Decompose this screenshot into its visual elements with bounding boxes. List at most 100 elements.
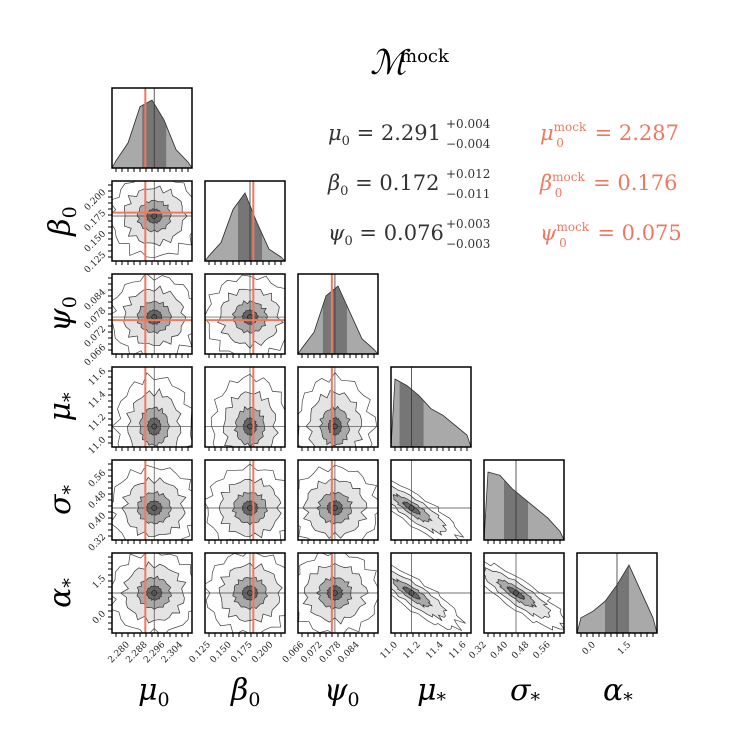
xtick-label: 0.40 xyxy=(489,640,510,661)
stat-mock-0: μmock 0 = 2.287 xyxy=(540,120,679,150)
stat-mock-1: βmock 0 = 0.176 xyxy=(539,170,677,200)
marginal-curve-0 xyxy=(115,99,189,163)
stat-2: ψ0 = 0.076 xyxy=(328,221,444,249)
ylabel-3: μ* xyxy=(43,392,81,422)
median-point-5-4 xyxy=(513,590,519,596)
xtick-label: 11.2 xyxy=(402,640,423,661)
xlabel-1: β0 xyxy=(230,673,260,711)
ylabel-sub-3: * xyxy=(59,392,81,402)
xlabel-sub-3: * xyxy=(437,689,447,711)
panel-1-1 xyxy=(204,180,286,265)
xlabel-sub-0: 0 xyxy=(158,689,170,711)
xtick-label: 11.4 xyxy=(424,640,445,661)
panel-3-2 xyxy=(297,366,379,451)
stat-plus-2: +0.003 xyxy=(446,217,490,231)
xtick-label: 0.150 xyxy=(208,640,233,665)
ytick-label: 0.40 xyxy=(87,511,108,532)
marginal-curve-4 xyxy=(487,471,561,532)
panel-4-1 xyxy=(204,459,286,544)
ytick-label: 0.56 xyxy=(87,468,108,489)
xlabel-sub-2: 0 xyxy=(348,689,360,711)
ylabel-4: σ* xyxy=(43,485,81,515)
ylabel-2: ψ0 xyxy=(43,296,81,332)
xtick-label: 0.0 xyxy=(581,640,598,657)
title-sup: mock xyxy=(400,46,450,67)
marginal-mask-0 xyxy=(112,88,192,162)
stat-plus-0: +0.004 xyxy=(446,117,491,131)
stat-minus-0: −0.004 xyxy=(446,137,491,151)
panel-0-0 xyxy=(111,87,193,172)
figure-title: ℳ mock xyxy=(370,43,450,83)
panel-5-3: 11.0 11.2 11.4 11.6 xyxy=(379,552,472,661)
marginal-mask-2 xyxy=(298,274,378,350)
axis-labels: μ0 β0 β0 ψ0 ψ0 μ* μ* σ* σ* α* α* xyxy=(43,206,633,711)
ytick-label: 0.175 xyxy=(83,208,108,233)
marginal-mask-3 xyxy=(391,367,471,436)
ytick-label: 0.125 xyxy=(83,250,108,275)
contour-outer-5-4 xyxy=(484,560,564,631)
xtick-label: 0.56 xyxy=(532,640,553,661)
marginal-mask-5 xyxy=(577,553,657,618)
ytick-label: 0.32 xyxy=(87,532,108,553)
median-point-3-0 xyxy=(151,423,158,430)
corner-panels: 0.1250.1500.1750.2000.0660.0720.0780.084… xyxy=(83,87,658,665)
xlabel-0: μ0 xyxy=(138,673,170,711)
ylabel-sub-5: * xyxy=(59,578,81,588)
xlabel-sub-4: * xyxy=(530,689,540,711)
stat-plus-1: +0.012 xyxy=(446,167,490,181)
contour-outer-2-1 xyxy=(205,274,285,354)
marginal-mask-1 xyxy=(205,181,285,257)
stat-minus-2: −0.003 xyxy=(446,237,490,251)
ytick-label: 11.6 xyxy=(87,366,108,387)
xlabel-sub-1: 0 xyxy=(248,689,260,711)
ytick-label: 0.200 xyxy=(83,188,108,213)
panel-4-2 xyxy=(297,459,379,544)
stat-minus-1: −0.011 xyxy=(446,187,490,201)
contour-outer-5-0 xyxy=(112,553,192,633)
panel-3-3 xyxy=(390,366,472,451)
parameter-stats: μ0 = 2.291 +0.004 −0.004 μmock 0 = 2.287 β0 =… xyxy=(327,117,682,251)
panel-3-0: 11.011.211.411.6 xyxy=(87,366,193,456)
xtick-label: 0.32 xyxy=(468,640,489,661)
marginal-curve-3 xyxy=(394,378,468,436)
ylabel-1: β0 xyxy=(43,206,81,236)
ytick-label: 0.084 xyxy=(83,287,108,312)
panel-4-4 xyxy=(483,459,565,544)
panel-2-1 xyxy=(204,273,286,358)
contour-outer-1-0 xyxy=(112,181,192,259)
xtick-label: 0.175 xyxy=(229,640,254,665)
ytick-label: 0.0 xyxy=(91,609,108,626)
contour-outer-5-3 xyxy=(391,564,466,632)
panel-4-3 xyxy=(390,459,472,544)
ylabel-5: α* xyxy=(43,578,81,608)
stat-mock-2: ψmock 0 = 0.075 xyxy=(540,220,682,250)
contour-outer-4-2 xyxy=(298,464,378,540)
panel-3-1 xyxy=(204,366,286,451)
contour-outer-5-2 xyxy=(298,553,378,633)
ytick-label: 11.2 xyxy=(87,412,108,433)
xtick-label: 0.48 xyxy=(510,640,531,661)
xtick-label: 11.6 xyxy=(447,640,468,661)
contour-outer-4-0 xyxy=(112,464,192,540)
xlabel-2: ψ0 xyxy=(324,673,360,711)
ytick-label: 11.4 xyxy=(87,389,108,410)
xtick-label: 11.0 xyxy=(379,640,400,661)
median-point-4-0 xyxy=(151,505,158,511)
contour-outer-4-3 xyxy=(391,480,465,540)
ytick-label: 0.150 xyxy=(83,229,108,254)
xtick-label: 1.5 xyxy=(616,640,633,657)
ylabel-sub-1: 0 xyxy=(59,206,81,218)
ylabel-sub-4: * xyxy=(59,485,81,495)
marginal-curve-1 xyxy=(208,192,282,258)
xlabel-3: μ* xyxy=(417,673,447,711)
ylabel-sub-2: 0 xyxy=(59,296,81,308)
panel-5-4: 0.32 0.40 0.48 0.56 xyxy=(468,552,565,661)
stat-0: μ0 = 2.291 xyxy=(328,121,441,149)
panel-5-5: 0.0 1.5 xyxy=(576,552,658,657)
xlabel-5: α* xyxy=(603,673,633,711)
